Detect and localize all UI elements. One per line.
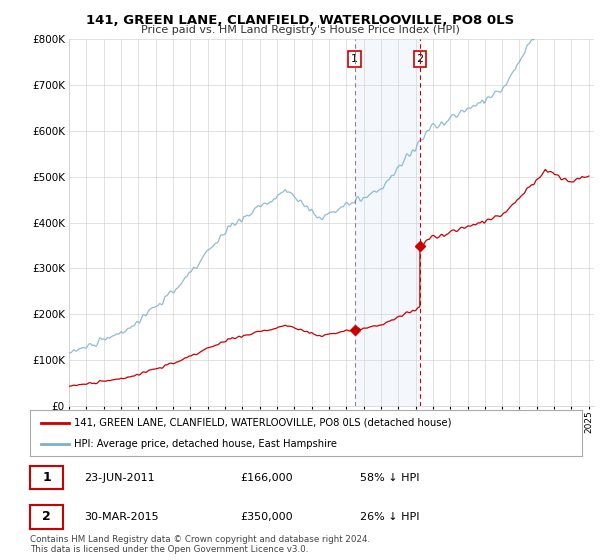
Text: 30-MAR-2015: 30-MAR-2015 [84,512,158,522]
Text: 141, GREEN LANE, CLANFIELD, WATERLOOVILLE, PO8 0LS (detached house): 141, GREEN LANE, CLANFIELD, WATERLOOVILL… [74,418,452,428]
Text: Contains HM Land Registry data © Crown copyright and database right 2024.
This d: Contains HM Land Registry data © Crown c… [30,535,370,554]
Text: 141, GREEN LANE, CLANFIELD, WATERLOOVILLE, PO8 0LS: 141, GREEN LANE, CLANFIELD, WATERLOOVILL… [86,14,514,27]
Text: 58% ↓ HPI: 58% ↓ HPI [360,473,419,483]
Text: 26% ↓ HPI: 26% ↓ HPI [360,512,419,522]
Text: 1: 1 [351,54,358,64]
Text: 1: 1 [42,471,51,484]
Text: HPI: Average price, detached house, East Hampshire: HPI: Average price, detached house, East… [74,439,337,449]
Text: 2: 2 [42,510,51,524]
Text: £350,000: £350,000 [240,512,293,522]
Text: £166,000: £166,000 [240,473,293,483]
Text: Price paid vs. HM Land Registry's House Price Index (HPI): Price paid vs. HM Land Registry's House … [140,25,460,35]
Text: 23-JUN-2011: 23-JUN-2011 [84,473,155,483]
Bar [355,39,420,406]
Text: 2: 2 [416,54,424,64]
